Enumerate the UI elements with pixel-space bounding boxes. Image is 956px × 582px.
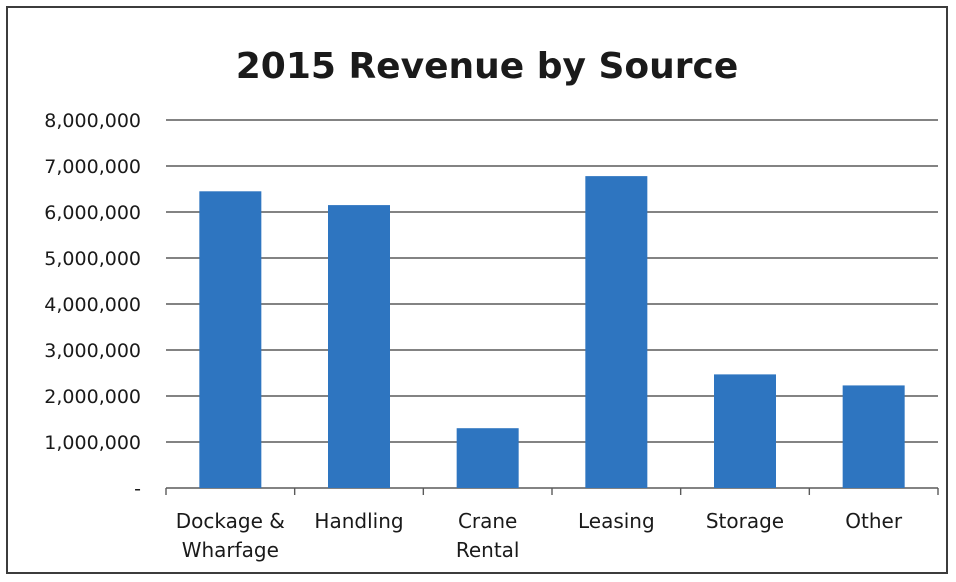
y-tick-label: 4,000,000 bbox=[44, 294, 141, 316]
x-tick-label: Dockage & Wharfage bbox=[176, 509, 285, 562]
x-tick-label-line: Rental bbox=[456, 538, 520, 562]
y-tick-label: 5,000,000 bbox=[44, 248, 141, 270]
bar bbox=[199, 191, 262, 489]
x-tick-label-line: Leasing bbox=[578, 509, 655, 533]
bar bbox=[714, 374, 776, 488]
y-tick-label: 3,000,000 bbox=[44, 340, 141, 362]
gridlines bbox=[165, 119, 939, 495]
x-tick-label: Storage bbox=[706, 509, 784, 533]
chart-frame: 2015 Revenue by Source - 1,000,000 2,000,0… bbox=[6, 6, 948, 574]
y-tick-label: 8,000,000 bbox=[44, 110, 141, 132]
bar-chart: 2015 Revenue by Source - 1,000,000 2,000,0… bbox=[44, 46, 939, 562]
y-tick-label: - bbox=[134, 478, 141, 500]
y-tick-label: 2,000,000 bbox=[44, 386, 141, 408]
bar bbox=[328, 205, 390, 488]
x-tick-label-line: Crane bbox=[458, 509, 517, 533]
y-axis-ticks: - 1,000,000 2,000,000 3,000,000 4,000,000 5,0… bbox=[44, 110, 141, 500]
x-tick-label-line: Storage bbox=[706, 509, 784, 533]
x-tick-label-line: Wharfage bbox=[182, 538, 279, 562]
x-tick-label: Other bbox=[845, 509, 903, 533]
y-tick-label: 6,000,000 bbox=[44, 202, 141, 224]
chart-title: 2015 Revenue by Source bbox=[236, 46, 739, 87]
x-axis-ticks: Dockage & Wharfage Handling Crane Rental Leas… bbox=[176, 509, 903, 562]
x-tick-label: Crane Rental bbox=[456, 509, 520, 562]
x-tick-label-line: Handling bbox=[314, 509, 403, 533]
x-tick-label-line: Other bbox=[845, 509, 903, 533]
bar bbox=[842, 385, 905, 488]
x-tick-label: Leasing bbox=[578, 509, 655, 533]
y-tick-label: 7,000,000 bbox=[44, 156, 141, 178]
bar bbox=[456, 428, 519, 488]
x-tick-label: Handling bbox=[314, 509, 403, 533]
bar bbox=[585, 176, 648, 488]
x-tick-label-line: Dockage & bbox=[176, 509, 285, 533]
bars bbox=[199, 176, 905, 489]
y-tick-label: 1,000,000 bbox=[44, 432, 141, 454]
